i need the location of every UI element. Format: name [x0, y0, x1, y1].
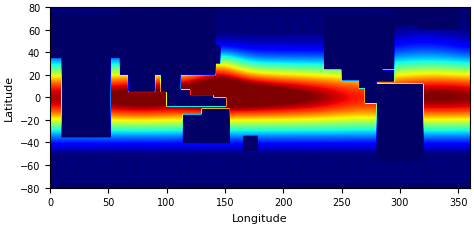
- X-axis label: Longitude: Longitude: [232, 213, 288, 223]
- Y-axis label: Latitude: Latitude: [4, 75, 14, 121]
